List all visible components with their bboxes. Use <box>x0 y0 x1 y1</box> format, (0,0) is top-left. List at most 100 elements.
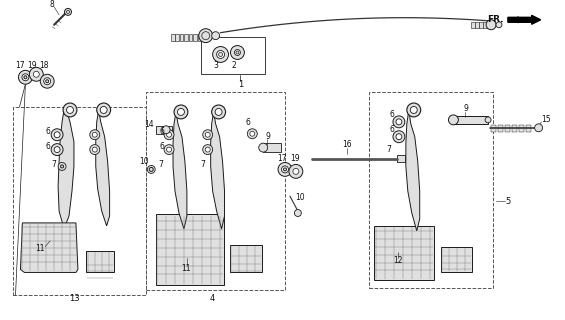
Circle shape <box>234 50 240 55</box>
Circle shape <box>212 46 228 62</box>
Circle shape <box>67 10 69 13</box>
Bar <box>193 34 197 41</box>
Bar <box>12 107 146 295</box>
Text: 7: 7 <box>386 145 392 154</box>
Circle shape <box>212 105 225 119</box>
Text: 19: 19 <box>290 154 299 163</box>
Circle shape <box>24 76 27 79</box>
Text: 9: 9 <box>266 132 271 141</box>
Bar <box>475 22 479 28</box>
Bar <box>505 125 510 132</box>
Bar <box>180 34 184 41</box>
Circle shape <box>534 124 542 132</box>
Text: 6: 6 <box>389 110 394 119</box>
Text: 6: 6 <box>46 127 51 136</box>
Circle shape <box>29 67 44 81</box>
Bar <box>86 251 114 272</box>
Text: 16: 16 <box>342 140 352 149</box>
Text: 19: 19 <box>28 61 37 70</box>
Circle shape <box>97 103 111 117</box>
Circle shape <box>33 71 40 77</box>
Circle shape <box>149 167 153 172</box>
Circle shape <box>259 143 268 152</box>
Text: 3: 3 <box>213 61 218 70</box>
Text: 6: 6 <box>46 142 51 151</box>
Text: 6: 6 <box>160 142 164 151</box>
Text: 9: 9 <box>464 104 469 114</box>
Circle shape <box>231 45 244 60</box>
Bar <box>184 34 188 41</box>
Circle shape <box>92 147 97 152</box>
Circle shape <box>167 132 172 137</box>
Circle shape <box>212 32 220 40</box>
Text: 17: 17 <box>277 154 287 163</box>
Circle shape <box>44 78 51 85</box>
Text: 10: 10 <box>140 157 149 166</box>
Polygon shape <box>58 110 74 229</box>
FancyArrow shape <box>508 15 541 24</box>
Circle shape <box>203 145 212 155</box>
Bar <box>487 22 490 28</box>
Bar <box>231 245 262 272</box>
Bar <box>453 116 488 124</box>
Text: 2: 2 <box>231 61 236 70</box>
Circle shape <box>177 108 184 116</box>
Circle shape <box>407 103 421 117</box>
Bar <box>189 34 192 41</box>
Text: FR.: FR. <box>487 15 503 24</box>
Circle shape <box>40 74 54 88</box>
Bar <box>471 22 475 28</box>
Bar <box>374 226 433 280</box>
Bar <box>146 92 285 290</box>
Polygon shape <box>406 110 420 231</box>
Bar <box>201 37 265 74</box>
Circle shape <box>58 163 66 170</box>
Text: 8: 8 <box>50 0 55 10</box>
Circle shape <box>215 108 222 116</box>
Circle shape <box>216 51 224 59</box>
Circle shape <box>278 163 292 176</box>
Circle shape <box>410 107 417 113</box>
Circle shape <box>247 129 257 139</box>
Text: 5: 5 <box>505 196 511 206</box>
Circle shape <box>167 147 172 152</box>
Circle shape <box>54 132 60 138</box>
Bar <box>491 125 496 132</box>
Circle shape <box>289 164 303 178</box>
Circle shape <box>396 134 402 140</box>
Circle shape <box>396 119 402 125</box>
Circle shape <box>46 80 49 83</box>
Text: 18: 18 <box>40 61 49 70</box>
Circle shape <box>486 20 496 30</box>
Circle shape <box>202 32 210 40</box>
Bar <box>519 125 524 132</box>
Text: 17: 17 <box>16 61 25 70</box>
Bar <box>397 155 405 163</box>
Circle shape <box>162 126 170 134</box>
Circle shape <box>54 147 60 153</box>
Circle shape <box>164 145 174 155</box>
Circle shape <box>485 117 491 123</box>
Circle shape <box>64 8 71 15</box>
Circle shape <box>174 105 188 119</box>
Bar <box>479 22 483 28</box>
Circle shape <box>496 22 502 28</box>
Bar <box>512 125 517 132</box>
Circle shape <box>100 107 107 113</box>
Circle shape <box>90 145 99 155</box>
Bar <box>369 92 493 288</box>
Circle shape <box>67 107 73 113</box>
Circle shape <box>51 129 63 141</box>
Bar <box>171 34 175 41</box>
Circle shape <box>219 52 223 56</box>
Text: 11: 11 <box>181 264 190 273</box>
Circle shape <box>63 103 77 117</box>
Bar <box>156 214 224 285</box>
Circle shape <box>203 130 212 140</box>
Bar <box>198 34 201 41</box>
Polygon shape <box>20 223 78 272</box>
Circle shape <box>199 29 212 43</box>
Polygon shape <box>211 112 224 229</box>
Circle shape <box>293 168 299 174</box>
Text: 7: 7 <box>51 160 56 169</box>
